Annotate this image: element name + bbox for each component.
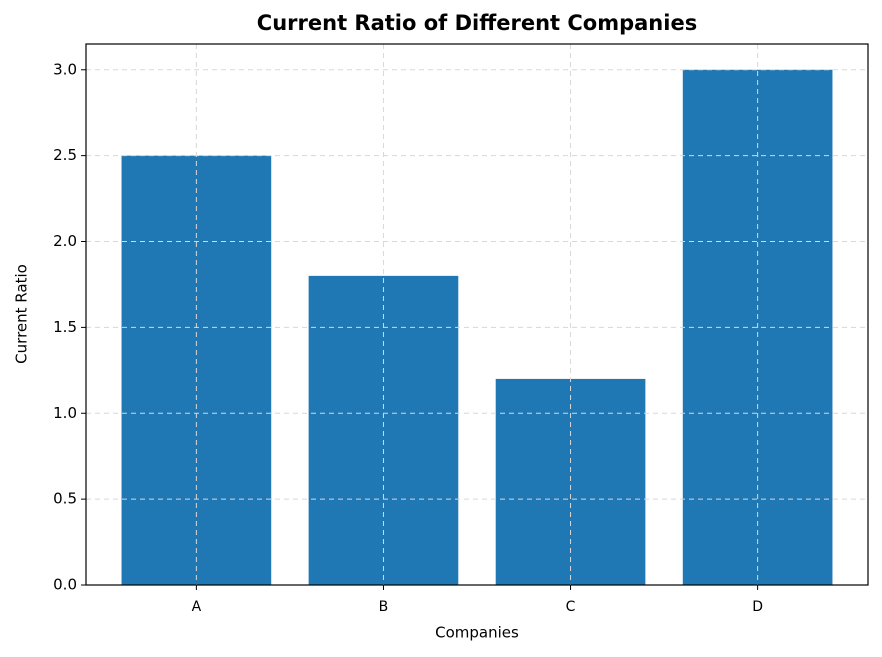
- y-tick-label: 1.0: [53, 404, 77, 422]
- y-tick-label: 0.0: [53, 576, 77, 594]
- x-tick-label: B: [379, 599, 389, 615]
- x-tick-label: C: [566, 599, 576, 615]
- bar: [495, 378, 646, 585]
- y-tick-label: 0.5: [53, 490, 77, 508]
- bar: [308, 275, 459, 585]
- y-tick-label: 2.0: [53, 232, 77, 250]
- x-tick-label: A: [192, 599, 202, 615]
- x-tick-label: D: [752, 599, 763, 615]
- y-axis-label: Current Ratio: [13, 264, 31, 364]
- x-axis-label: Companies: [435, 624, 519, 642]
- y-tick-label: 3.0: [53, 60, 77, 78]
- chart-title: Current Ratio of Different Companies: [257, 11, 697, 35]
- y-tick-label: 1.5: [53, 318, 77, 336]
- y-tick-label: 2.5: [53, 146, 77, 164]
- plot-frame: [85, 43, 869, 586]
